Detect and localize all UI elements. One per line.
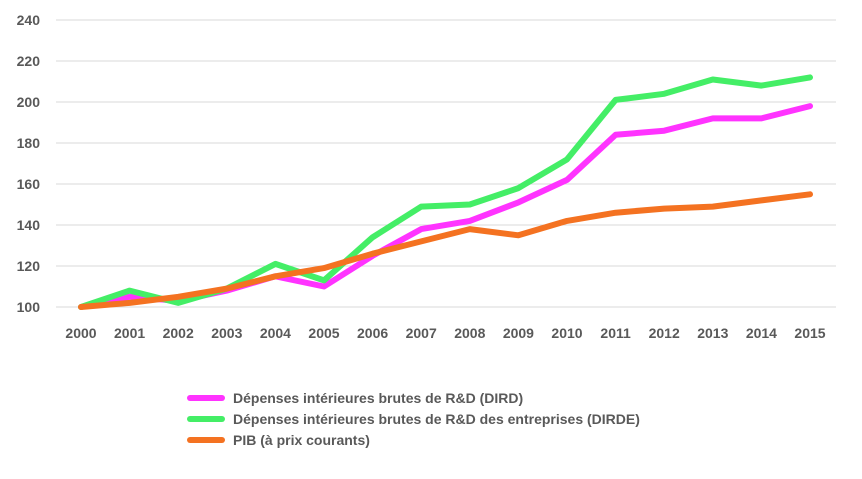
x-tick-label: 2004 [260, 325, 291, 341]
x-tick-label: 2007 [406, 325, 437, 341]
x-tick-label: 2010 [551, 325, 582, 341]
x-tick-label: 2012 [649, 325, 680, 341]
x-tick-label: 2014 [746, 325, 777, 341]
y-tick-label: 160 [17, 176, 41, 192]
gridlines [56, 19, 836, 308]
series-line-1 [78, 74, 813, 310]
y-tick-label: 180 [17, 135, 41, 151]
x-tick-label: 2001 [114, 325, 145, 341]
y-tick-label: 140 [17, 217, 41, 233]
x-tick-label: 2003 [211, 325, 242, 341]
y-tick-label: 100 [17, 299, 41, 315]
y-tick-label: 120 [17, 258, 41, 274]
x-tick-label: 2006 [357, 325, 388, 341]
x-axis-ticks: 2000 2001 2002 2003 2004 2005 2006 2007 2008 2009… [65, 325, 825, 341]
legend-label: Dépenses intérieures brutes de R&D des e… [233, 411, 640, 427]
x-tick-label: 2009 [503, 325, 534, 341]
y-tick-label: 240 [17, 12, 41, 28]
legend-label: Dépenses intérieures brutes de R&D (DIRD… [233, 390, 523, 406]
y-tick-label: 200 [17, 94, 41, 110]
x-tick-label: 2008 [454, 325, 485, 341]
y-axis-ticks: 100 120 140 160 180 200 220 240 [17, 12, 41, 315]
x-tick-label: 2000 [65, 325, 96, 341]
x-tick-label: 2002 [163, 325, 194, 341]
y-tick-label: 220 [17, 53, 41, 69]
series-lines [78, 74, 813, 310]
legend-label: PIB (à prix courants) [233, 432, 370, 448]
series-line-2 [78, 191, 813, 310]
x-tick-label: 2013 [697, 325, 728, 341]
legend: Dépenses intérieures brutes de R&D (DIRD… [187, 390, 640, 448]
x-tick-label: 2011 [600, 325, 631, 341]
x-tick-label: 2005 [308, 325, 339, 341]
x-tick-label: 2015 [794, 325, 825, 341]
